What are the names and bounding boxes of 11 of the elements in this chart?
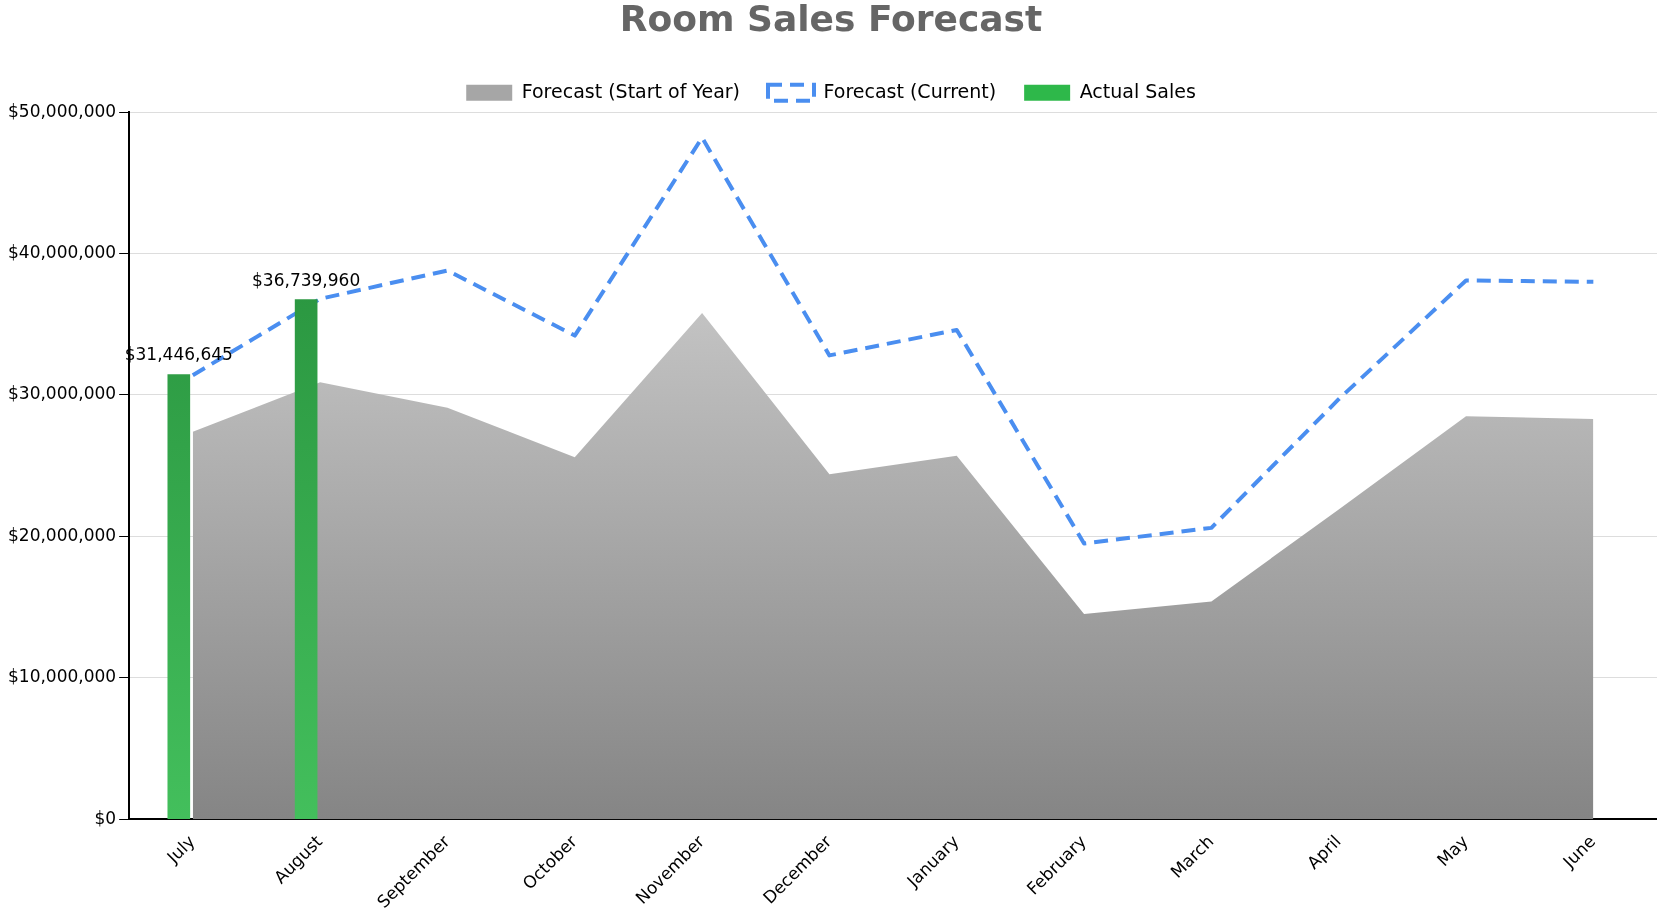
- y-tick-label: $20,000,000: [7, 524, 117, 545]
- y-tick-label: $10,000,000: [7, 666, 117, 687]
- legend-label: Actual Sales: [1079, 79, 1196, 102]
- data-label: $36,739,960: [252, 269, 361, 290]
- y-tick-label: $50,000,000: [7, 100, 117, 121]
- y-tick-label: $40,000,000: [7, 242, 117, 263]
- y-tick-label: $0: [94, 807, 117, 828]
- legend-label: Forecast (Start of Year): [521, 79, 741, 102]
- legend-label: Forecast (Current): [823, 79, 997, 102]
- chart-title: Room Sales Forecast: [619, 0, 1043, 39]
- y-tick-label: $30,000,000: [7, 383, 117, 404]
